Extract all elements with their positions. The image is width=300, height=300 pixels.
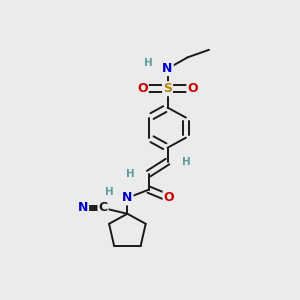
- Text: N: N: [162, 62, 173, 75]
- Text: S: S: [163, 82, 172, 95]
- Text: N: N: [122, 191, 133, 205]
- Text: H: H: [126, 169, 135, 178]
- Text: N: N: [78, 202, 88, 214]
- Text: O: O: [137, 82, 148, 95]
- Text: H: H: [105, 187, 114, 197]
- Text: O: O: [188, 82, 198, 95]
- Text: H: H: [144, 58, 153, 68]
- Text: C: C: [98, 202, 108, 214]
- Text: O: O: [164, 191, 174, 205]
- Text: H: H: [182, 157, 190, 166]
